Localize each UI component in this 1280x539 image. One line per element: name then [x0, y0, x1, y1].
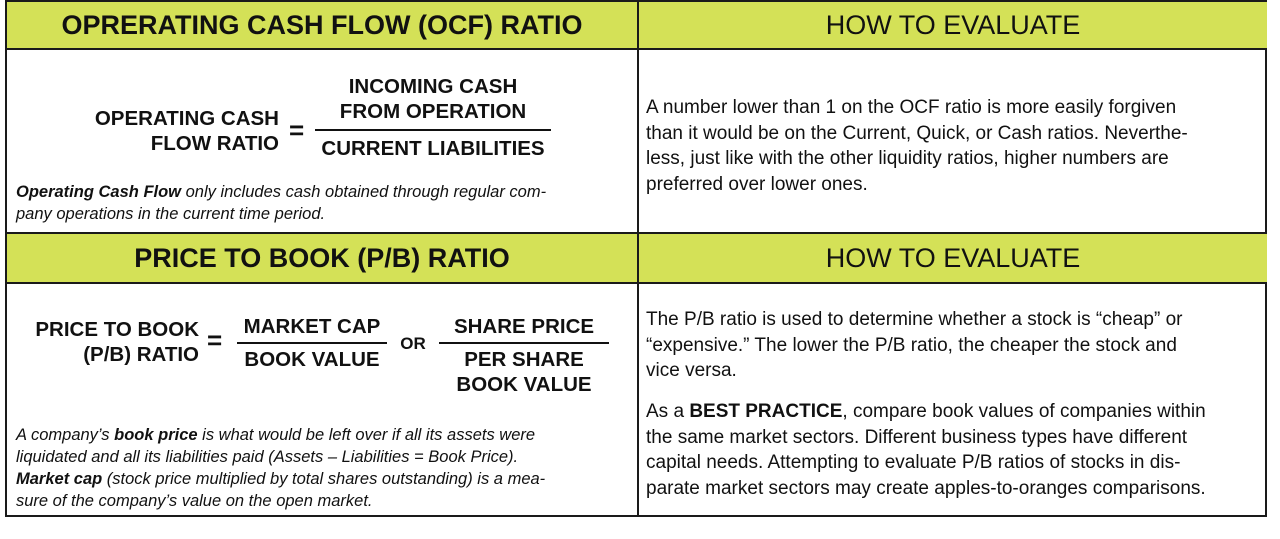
pb-label-line1: PRICE TO BOOK — [35, 318, 199, 341]
pb-note2-bold: Market cap — [16, 470, 103, 488]
divider — [7, 232, 1265, 234]
pb-equals: = — [207, 325, 223, 355]
pb-numerator-2: SHARE PRICE — [453, 315, 595, 338]
pb-fraction-bar-2 — [439, 342, 609, 344]
ocf-evaluate-line: A number lower than 1 on the OCF ratio i… — [646, 97, 1177, 118]
ocf-label: OPERATING CASH FLOW RATIO — [47, 106, 279, 156]
pb-denominator-1: BOOK VALUE — [244, 348, 380, 371]
ocf-evaluate-header: HOW TO EVALUATE — [639, 2, 1267, 48]
ocf-evaluate-line: less, just like with the other liquidity… — [646, 148, 1169, 169]
column-divider — [637, 2, 639, 515]
ocf-evaluate-header-text: HOW TO EVALUATE — [825, 9, 1081, 40]
pb-evaluate-line: vice versa. — [646, 360, 737, 381]
divider — [7, 48, 1265, 50]
pb-formula-cell: PRICE TO BOOK (P/B) RATIO = MARKET CAP B… — [7, 284, 637, 515]
ocf-numerator-line1: INCOMING CASH — [348, 75, 518, 98]
ocf-formula-cell: OPERATING CASH FLOW RATIO = INCOMING CAS… — [7, 50, 637, 232]
ocf-evaluate-line: preferred over lower ones. — [646, 173, 868, 195]
ocf-formula: OPERATING CASH FLOW RATIO = INCOMING CAS… — [7, 50, 637, 232]
ratio-table: OPRERATING CASH FLOW (OCF) RATIO HOW TO … — [5, 0, 1267, 517]
pb-evaluate-line: The P/B ratio is used to determine wheth… — [646, 309, 1183, 330]
pb-evaluate-line: parate market sectors may create apples-… — [646, 477, 1206, 499]
ocf-evaluate-text: A number lower than 1 on the OCF ratio i… — [646, 95, 1266, 197]
pb-note-bold: book price — [114, 426, 198, 444]
pb-note2-line2: sure of the company’s value on the open … — [16, 492, 373, 510]
ocf-label-line2: FLOW RATIO — [150, 132, 279, 155]
ocf-note-line1: only includes cash obtained through regu… — [181, 183, 547, 201]
ocf-numerator-line2: FROM OPERATION — [339, 100, 527, 123]
pb-denominator-2-line2: BOOK VALUE — [456, 373, 592, 396]
pb-note-line2: liquidated and all its liabilities paid … — [16, 448, 519, 466]
pb-evaluate-line: capital needs. Attempting to evaluate P/… — [646, 452, 1181, 473]
pb-evaluate-cell: The P/B ratio is used to determine wheth… — [639, 284, 1267, 515]
ocf-equals: = — [289, 115, 305, 145]
pb-evaluate-line: the same market sectors. Different busin… — [646, 426, 1188, 448]
pb-label-line2: (P/B) RATIO — [83, 343, 199, 366]
pb-denominator-2-line1: PER SHARE — [464, 348, 584, 371]
ocf-evaluate-line: than it would be on the Current, Quick, … — [646, 122, 1188, 144]
pb-evaluate-header-text: HOW TO EVALUATE — [825, 242, 1081, 273]
pb-note-prefix: A company’s — [16, 426, 115, 444]
pb-header-text: PRICE TO BOOK (P/B) RATIO — [134, 242, 510, 273]
pb-evaluate-header: HOW TO EVALUATE — [639, 234, 1267, 282]
pb-evaluate-para1: The P/B ratio is used to determine wheth… — [646, 307, 1266, 384]
pb-denominator-2: PER SHARE BOOK VALUE — [439, 347, 609, 397]
ocf-header-text: OPRERATING CASH FLOW (OCF) RATIO — [61, 9, 583, 40]
ocf-label-line1: OPERATING CASH — [94, 107, 279, 130]
pb-formula: PRICE TO BOOK (P/B) RATIO = MARKET CAP B… — [7, 284, 637, 515]
ocf-header: OPRERATING CASH FLOW (OCF) RATIO — [7, 2, 637, 48]
ocf-numerator: INCOMING CASH FROM OPERATION — [315, 74, 551, 124]
ocf-note: Operating Cash Flow only includes cash o… — [16, 181, 631, 225]
pb-note: A company’s book price is what would be … — [16, 424, 636, 512]
pb-evaluate-para2: As a BEST PRACTICE, compare book values … — [646, 399, 1266, 501]
ocf-evaluate-cell: A number lower than 1 on the OCF ratio i… — [639, 50, 1267, 232]
pb-evaluate-line: “expensive.” The lower the P/B ratio, th… — [646, 334, 1177, 356]
pb-note2-line1: (stock price multiplied by total shares … — [102, 470, 546, 488]
pb-numerator-1: MARKET CAP — [243, 315, 381, 338]
pb-fraction-bar-1 — [237, 342, 387, 344]
ocf-fraction-bar — [315, 129, 551, 131]
pb-best-practice-bold: BEST PRACTICE — [689, 401, 843, 422]
pb-label: PRICE TO BOOK (P/B) RATIO — [9, 317, 199, 367]
ocf-note-bold: Operating Cash Flow — [16, 183, 182, 201]
ocf-denominator: CURRENT LIABILITIES — [321, 137, 545, 160]
pb-best-practice-prefix: As a — [646, 401, 690, 422]
divider — [7, 282, 1265, 284]
pb-best-practice-line1: , compare book values of companies withi… — [842, 401, 1206, 422]
ocf-note-line2: pany operations in the current time peri… — [16, 205, 326, 223]
pb-or: OR — [400, 334, 426, 353]
pb-header: PRICE TO BOOK (P/B) RATIO — [7, 234, 637, 282]
pb-note-line1: is what would be left over if all its as… — [197, 426, 536, 444]
